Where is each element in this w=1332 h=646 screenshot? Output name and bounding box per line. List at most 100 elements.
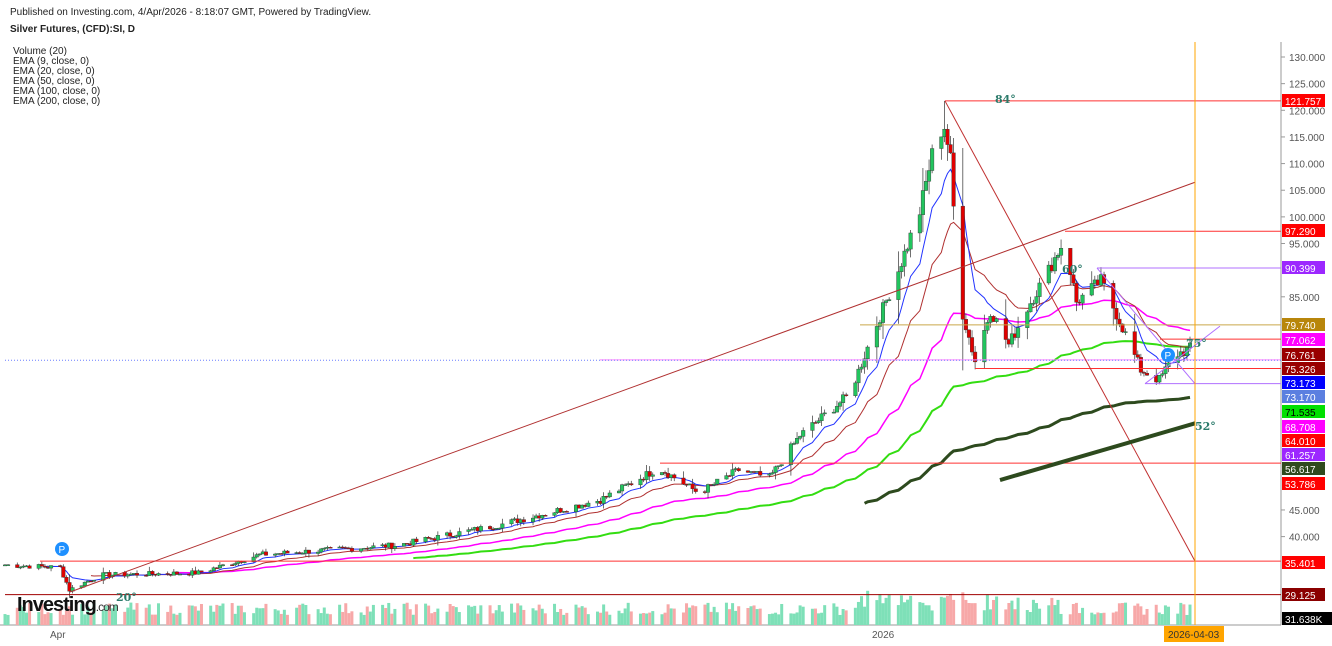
volume-bar bbox=[3, 614, 7, 625]
volume-bar bbox=[470, 606, 474, 625]
candle-body bbox=[328, 547, 333, 549]
volume-bar bbox=[939, 596, 943, 625]
candle bbox=[208, 569, 213, 573]
candle bbox=[488, 525, 493, 531]
trend-line bbox=[944, 100, 1196, 562]
candle-body bbox=[712, 483, 717, 486]
volume-bar bbox=[792, 613, 796, 625]
volume-bar bbox=[574, 604, 578, 625]
volume-bar bbox=[924, 605, 928, 625]
price-tag-label: 53.786 bbox=[1285, 480, 1316, 491]
candle-body bbox=[1138, 357, 1143, 373]
candle-body bbox=[1031, 302, 1036, 305]
candle-body bbox=[690, 483, 695, 490]
candle-body bbox=[1163, 366, 1168, 374]
price-tag-bg bbox=[1282, 376, 1325, 389]
volume-bar bbox=[642, 613, 646, 625]
legend-ema100[interactable]: EMA (100, close, 0) bbox=[13, 86, 101, 97]
volume-bar bbox=[190, 605, 194, 625]
volume-bar bbox=[992, 599, 996, 625]
candle-body bbox=[647, 471, 652, 477]
legend-ema50[interactable]: EMA (50, close, 0) bbox=[13, 76, 95, 87]
candle bbox=[966, 329, 971, 345]
price-tag-label: 79.740 bbox=[1285, 321, 1316, 332]
volume-bar bbox=[129, 602, 133, 625]
volume-bar bbox=[445, 611, 449, 625]
volume-bar bbox=[64, 610, 68, 625]
volume-bar bbox=[316, 609, 320, 625]
volume-bar bbox=[488, 605, 492, 625]
candle bbox=[1071, 269, 1076, 286]
volume-bar bbox=[153, 614, 157, 625]
volume-bar bbox=[1102, 612, 1106, 625]
volume-bar bbox=[602, 604, 606, 625]
candle bbox=[884, 299, 889, 307]
candle bbox=[297, 551, 302, 554]
candle-body bbox=[856, 368, 861, 384]
volume-bar bbox=[580, 606, 584, 625]
price-tag: 71.535 bbox=[1282, 405, 1325, 419]
volume-bar bbox=[1139, 606, 1143, 625]
price-tag: 35.401 bbox=[1282, 556, 1325, 570]
volume-bar bbox=[780, 603, 784, 625]
volume-bar bbox=[942, 597, 946, 625]
price-tag-bg bbox=[1282, 224, 1325, 237]
candle bbox=[1138, 353, 1143, 376]
volume-bar bbox=[832, 603, 836, 625]
candle bbox=[706, 483, 711, 499]
volume-bar bbox=[71, 614, 75, 625]
candle bbox=[939, 136, 944, 160]
candle-body bbox=[586, 502, 591, 507]
volume-bar bbox=[902, 602, 906, 625]
candle bbox=[543, 514, 548, 517]
candle bbox=[165, 571, 170, 576]
candle bbox=[767, 472, 772, 478]
volume-bar bbox=[147, 604, 151, 625]
candle-body bbox=[18, 566, 23, 569]
volume-bar bbox=[467, 605, 471, 625]
legend-volume[interactable]: Volume (20) bbox=[13, 46, 67, 57]
legend-ema200[interactable]: EMA (200, close, 0) bbox=[13, 96, 101, 107]
volume-bar bbox=[1016, 597, 1020, 625]
candle bbox=[49, 565, 54, 572]
candle-body bbox=[767, 473, 772, 476]
candle-body bbox=[251, 556, 256, 563]
volume-bar bbox=[61, 614, 65, 625]
price-tag-label: 90.399 bbox=[1285, 264, 1316, 275]
volume-bar bbox=[945, 595, 949, 625]
candle bbox=[905, 247, 910, 254]
volume-bar bbox=[365, 606, 369, 625]
pivot-marker-icon bbox=[55, 542, 69, 556]
candle bbox=[1028, 296, 1033, 313]
candle-body bbox=[64, 576, 69, 583]
candle-body bbox=[884, 300, 889, 303]
volume-bar bbox=[92, 602, 96, 625]
volume-bar bbox=[402, 603, 406, 625]
candle-body bbox=[970, 337, 975, 353]
volume-bar bbox=[605, 611, 609, 625]
volume-bar bbox=[49, 613, 53, 625]
volume-bar bbox=[856, 601, 860, 625]
candle bbox=[607, 490, 612, 499]
legend-ema9[interactable]: EMA (9, close, 0) bbox=[13, 56, 90, 67]
legend-ema20[interactable]: EMA (20, close, 0) bbox=[13, 66, 95, 77]
volume-bar bbox=[906, 599, 910, 625]
ema100-line bbox=[413, 340, 1191, 560]
price-tag-label: 71.535 bbox=[1285, 408, 1316, 419]
candle-body bbox=[822, 412, 827, 415]
candle-body bbox=[1117, 318, 1122, 325]
volume-bar bbox=[430, 613, 434, 625]
candle-body bbox=[1052, 257, 1057, 272]
candle-body bbox=[905, 248, 910, 252]
volume-bar bbox=[199, 603, 203, 625]
candle-body bbox=[322, 547, 327, 550]
candle bbox=[211, 566, 216, 572]
candle bbox=[540, 514, 545, 521]
price-tag-bg bbox=[1282, 462, 1325, 475]
candle bbox=[128, 572, 133, 576]
volume-bar bbox=[927, 605, 931, 625]
price-tick-label: 115.000 bbox=[1289, 133, 1325, 144]
trend-line bbox=[1144, 325, 1221, 385]
candle bbox=[647, 466, 652, 481]
